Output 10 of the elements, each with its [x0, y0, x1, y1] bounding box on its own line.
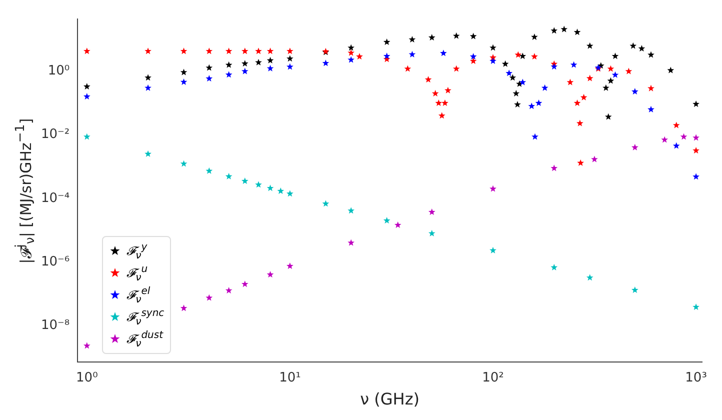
y-tick-label: 10⁻⁶ [40, 254, 70, 270]
x-axis-title: ν (GHz) [360, 390, 420, 409]
x-tick-label: 10⁰ [76, 370, 98, 386]
y-tick-label: 10⁰ [48, 64, 70, 79]
y-tick-label: 10⁻⁸ [40, 318, 70, 333]
x-tick-label: 10³ [685, 370, 707, 386]
x-tick-label: 10² [482, 370, 504, 386]
y-tick-label: 10⁻⁴ [40, 190, 70, 206]
y-tick-label: 10⁻² [40, 127, 70, 142]
x-tick-label: 10¹ [279, 370, 301, 386]
